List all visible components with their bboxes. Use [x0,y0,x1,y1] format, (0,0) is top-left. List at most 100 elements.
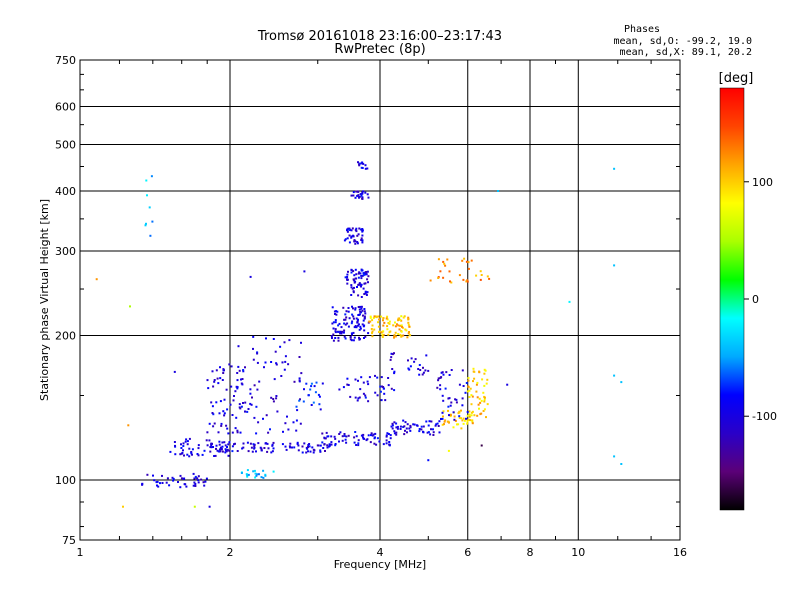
echo-point [471,395,474,398]
echo-point [231,414,234,416]
echo-point [389,358,392,361]
echo-point [346,282,349,285]
echo-point [475,383,478,386]
echo-point [296,442,299,445]
echo-point [343,322,346,325]
echo-point [364,292,367,295]
echo-point [356,234,359,237]
echo-point [299,398,301,401]
echo-point [352,234,355,237]
echo-point [422,425,425,428]
echo-point [355,190,358,193]
echo-point [242,369,245,371]
echo-point [226,408,229,411]
echo-point [295,419,298,422]
echo-point [405,427,408,430]
echo-point [336,310,339,313]
echo-point [299,422,302,425]
echo-point [367,400,370,403]
echo-point [330,443,333,446]
echo-point [364,273,367,276]
echo-point [244,366,246,369]
echo-point [183,477,186,480]
echo-point [223,369,225,372]
echo-point [479,270,482,273]
echo-point [462,417,465,420]
echo-point [252,358,255,361]
echo-point [253,384,256,387]
echo-point [472,367,475,370]
echo-point [330,335,333,338]
echo-point [156,480,159,483]
echo-point [359,388,362,391]
echo-point [284,355,287,358]
echo-point [368,320,371,323]
echo-point [182,445,185,447]
echo-point [216,449,219,452]
echo-point [229,403,232,406]
y-axis-label: Stationary phase Virtual Height [km] [38,199,51,401]
echo-point [226,427,229,430]
echo-point [264,474,267,477]
echo-point [259,446,262,449]
echo-point [362,436,364,439]
echo-point [308,443,311,445]
echo-point [439,388,442,391]
echo-point [466,422,469,425]
echo-point [357,324,359,327]
echo-point [350,271,353,274]
echo-point [463,419,466,422]
echo-point [362,437,365,440]
echo-point [249,275,252,278]
echo-point [337,330,340,333]
echo-point [382,387,385,390]
colorbar-tick-label: 100 [752,176,773,189]
echo-point [360,307,363,310]
echo-point [298,399,301,402]
echo-point [292,421,295,424]
echo-point [613,374,616,377]
echo-point [343,318,346,321]
echo-point [219,377,222,380]
echo-point [341,435,344,438]
echo-point [323,443,326,446]
echo-point [200,478,203,481]
echo-point [265,414,268,417]
y-tick-label: 200 [55,330,76,343]
echo-point [412,423,415,426]
echo-point [407,367,410,370]
echo-point [185,438,188,441]
echo-point [366,438,369,441]
echo-point [470,414,473,417]
echo-point [393,430,396,433]
chart-title: Tromsø 20161018 23:16:00–23:17:43 [257,29,502,44]
echo-point [168,484,171,487]
echo-point [179,474,182,477]
echo-point [369,316,372,319]
echo-point [305,446,308,449]
echo-point [359,272,362,275]
echo-point [442,276,445,279]
echo-point [364,290,367,293]
echo-point [240,382,243,385]
echo-point [340,326,343,329]
echo-point [408,368,411,371]
echo-point [184,483,187,486]
echo-point [464,391,467,394]
echo-point [449,404,452,407]
echo-point [363,337,365,339]
echo-point [334,337,337,339]
echo-point [356,242,359,245]
echo-point [321,432,324,435]
echo-point [373,437,376,440]
echo-point [361,269,364,272]
echo-point [172,477,175,480]
echo-point [339,431,342,434]
echo-point [479,278,482,281]
echo-point [344,238,347,241]
echo-point [295,405,298,408]
echo-point [422,366,424,369]
echo-point [448,270,451,273]
echo-point [480,444,483,447]
echo-point [442,373,445,376]
